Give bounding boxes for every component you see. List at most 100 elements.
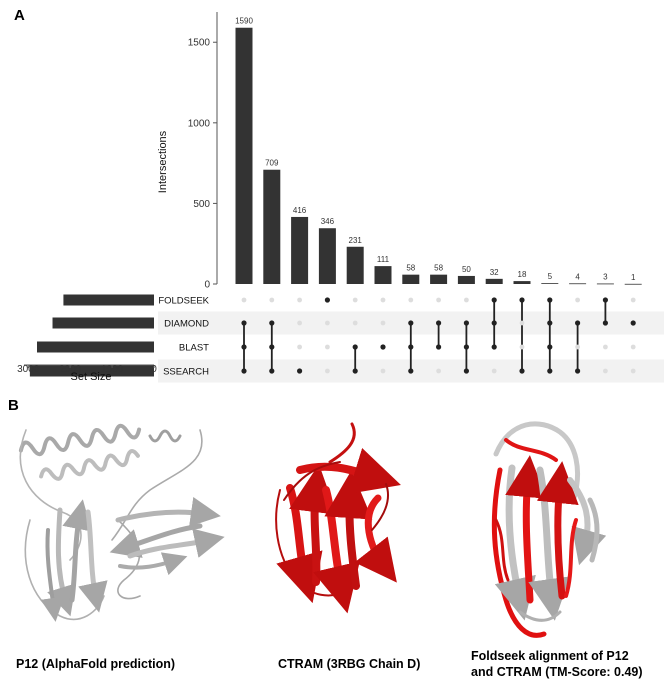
matrix-dot-inactive: [380, 320, 386, 326]
caption-ctram: CTRAM (3RBG Chain D): [278, 657, 421, 671]
matrix-dot-active: [352, 344, 358, 350]
intersection-y-axis: 0 500 1000 1500: [188, 12, 218, 291]
panel-a-label: A: [14, 7, 25, 24]
intersection-bar-value: 32: [490, 268, 499, 277]
set-size-tick-label: 0: [151, 364, 157, 375]
set-size-axis: 3000 2000 1000 0: [17, 364, 157, 375]
set-size-bars: [29, 294, 154, 377]
y-axis-label: Intersections: [157, 130, 169, 193]
intersection-bar: [457, 275, 475, 284]
matrix-dot-inactive: [325, 344, 330, 350]
matrix-dot-active: [241, 368, 247, 374]
intersection-bar: [263, 169, 281, 284]
intersection-bar-value: 346: [321, 217, 335, 226]
matrix-dot-inactive: [241, 297, 247, 303]
intersection-bar-value: 1590: [235, 17, 253, 26]
caption-alignment-line2: and CTRAM (TM-Score: 0.49): [471, 665, 643, 679]
matrix-dot-active: [380, 344, 386, 350]
intersection-bar: [430, 274, 448, 284]
set-label: BLAST: [179, 343, 209, 354]
matrix-dot-inactive: [436, 368, 441, 374]
intersection-bar: [402, 274, 420, 284]
matrix-dot-active: [547, 344, 553, 350]
matrix-dot-inactive: [464, 297, 469, 303]
matrix-dot-inactive: [325, 368, 330, 374]
matrix-dot-active: [436, 320, 442, 326]
matrix-dot-inactive: [352, 320, 358, 326]
matrix-dot-inactive: [408, 297, 414, 303]
matrix-dot-active: [269, 344, 275, 350]
matrix-dot-inactive: [297, 297, 302, 303]
matrix-dot-inactive: [630, 344, 636, 350]
matrix-dot-active: [547, 320, 553, 326]
matrix-dot-active: [436, 344, 442, 350]
matrix-dot-active: [463, 368, 469, 374]
matrix-dot-active: [408, 344, 414, 350]
set-size-tick-label: 1000: [101, 364, 124, 375]
matrix-dot-active: [547, 297, 553, 303]
intersection-bar-value: 58: [406, 264, 415, 273]
alignment-overlay-structure: [491, 421, 607, 638]
matrix-dot-active: [575, 320, 581, 326]
intersection-bar-value: 18: [518, 270, 527, 279]
intersection-bar-value: 4: [575, 272, 580, 281]
matrix-dot-inactive: [269, 297, 275, 303]
matrix-dot-inactive: [603, 344, 608, 350]
intersection-bar-value: 111: [377, 255, 390, 264]
matrix-dot-active: [269, 368, 275, 374]
intersection-bar-value: 50: [462, 265, 471, 274]
matrix-dot-active: [297, 368, 303, 374]
set-size-bar: [37, 341, 154, 353]
intersection-bar-value: 58: [434, 264, 443, 273]
intersection-bar-value: 5: [548, 272, 553, 281]
p12-structure: [18, 423, 225, 622]
set-label: DIAMOND: [164, 319, 209, 330]
matrix-dot-inactive: [436, 297, 441, 303]
intersection-bar-value: 231: [349, 236, 363, 245]
set-label: SSEARCH: [163, 367, 209, 378]
set-size-tick-label: 3000: [17, 364, 40, 375]
matrix-dot-active: [408, 368, 414, 374]
matrix-dot-active: [324, 297, 330, 303]
caption-alignment-line1: Foldseek alignment of P12: [471, 649, 629, 663]
set-label: FOLDSEEK: [158, 296, 209, 307]
set-size-bar: [63, 294, 154, 306]
matrix-dot-inactive: [603, 368, 608, 374]
intersection-bar-value: 416: [293, 206, 307, 215]
matrix-dot-active: [575, 368, 581, 374]
matrix-dot-active: [463, 320, 469, 326]
matrix-dot-active: [602, 320, 609, 326]
intersection-bar-value: 3: [603, 273, 608, 282]
matrix-dot-inactive: [575, 344, 580, 350]
intersection-bar: [541, 283, 559, 284]
intersection-bar-value: 709: [265, 159, 279, 168]
membership-matrix: [241, 297, 636, 374]
ctram-structure: [275, 422, 401, 614]
matrix-dot-active: [491, 320, 497, 326]
matrix-dot-inactive: [575, 297, 580, 303]
intersection-bar-labels: 1590 709 416 346 231 111 58 58 50 32 18 5 4 3 1: [235, 17, 636, 282]
intersection-bar: [513, 281, 531, 284]
matrix-dot-active: [491, 344, 497, 350]
intersection-bar: [485, 278, 503, 284]
intersection-bar: [346, 246, 364, 284]
matrix-dot-inactive: [519, 320, 525, 326]
intersection-bar: [569, 283, 587, 285]
intersection-bars: [235, 27, 642, 285]
set-size-tick-label: 2000: [59, 364, 82, 375]
set-size-bar: [52, 317, 154, 329]
y-tick-label: 1000: [188, 118, 211, 129]
intersection-bar: [624, 283, 642, 285]
y-tick-label: 500: [193, 199, 210, 210]
matrix-dot-active: [602, 297, 609, 303]
matrix-dot-active: [491, 297, 497, 303]
matrix-dot-active: [463, 344, 469, 350]
matrix-dot-inactive: [297, 344, 302, 350]
intersection-bar: [374, 266, 392, 284]
matrix-dot-active: [241, 344, 247, 350]
matrix-dot-inactive: [325, 320, 330, 326]
matrix-dot-active: [408, 320, 414, 326]
set-size-bar: [29, 365, 154, 377]
